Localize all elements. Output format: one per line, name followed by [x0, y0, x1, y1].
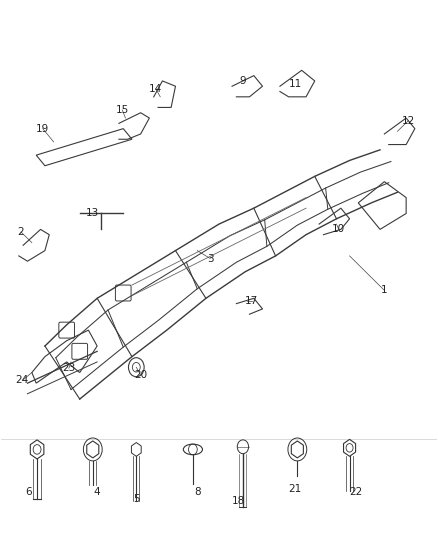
Text: 6: 6: [25, 487, 32, 497]
Text: 14: 14: [149, 84, 162, 94]
Text: 9: 9: [240, 76, 246, 86]
Text: 1: 1: [381, 285, 388, 295]
Text: 18: 18: [232, 496, 245, 506]
Text: 17: 17: [245, 296, 258, 306]
Text: 10: 10: [332, 224, 345, 235]
Text: 23: 23: [62, 364, 75, 373]
Text: 3: 3: [207, 254, 214, 263]
Text: 12: 12: [402, 116, 415, 126]
Text: 8: 8: [194, 487, 201, 497]
Text: 24: 24: [16, 375, 29, 385]
Text: 5: 5: [133, 494, 140, 504]
Text: 21: 21: [289, 484, 302, 494]
Text: 15: 15: [116, 105, 129, 115]
Text: 2: 2: [18, 227, 24, 237]
Text: 22: 22: [350, 487, 363, 497]
Text: 4: 4: [94, 487, 100, 497]
Text: 13: 13: [86, 208, 99, 219]
Text: 11: 11: [289, 78, 302, 88]
Text: 19: 19: [36, 124, 49, 134]
Text: 20: 20: [134, 370, 147, 380]
